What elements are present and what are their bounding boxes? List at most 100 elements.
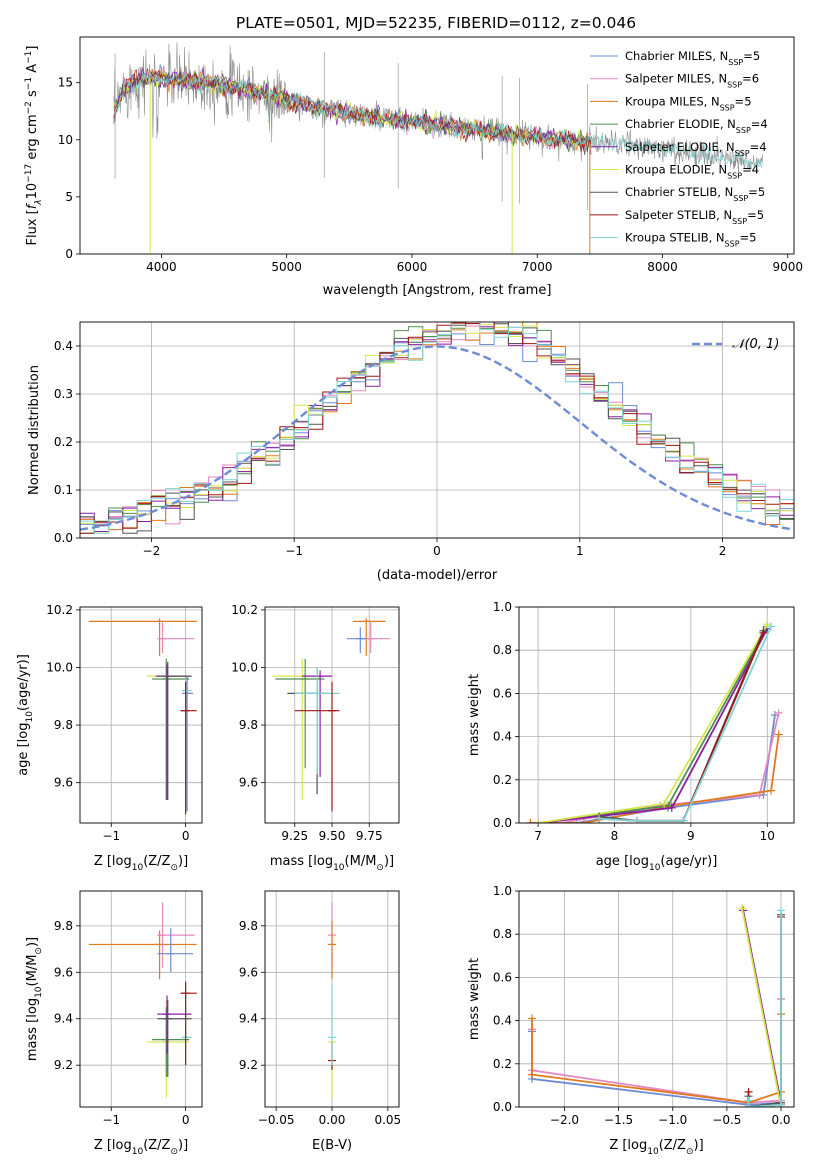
y-tick-label: 0.6 — [493, 686, 512, 700]
legend-nssp-prefix: , N — [720, 117, 736, 131]
residuals-panel: −2 −1 0 1 2 0.0 0.1 0.2 0.3 0.4 𝒩(0, 1) (data-model… — [27, 321, 795, 583]
label-part: )] — [25, 937, 40, 947]
x-tick-label: −1 — [102, 1113, 120, 1127]
legend-nssp-eq: = — [743, 49, 753, 63]
label-part: age [log — [596, 854, 649, 869]
mass-weight-marker — [527, 1070, 536, 1079]
x-tick-label: −2.0 — [550, 1113, 579, 1127]
y-axis-label: mass [log10(M/M⊙)] — [25, 937, 44, 1061]
mass-weight-line — [537, 625, 769, 823]
age-vs-mass-panel: 9.25 9.50 9.75 9.6 9.8 10.0 10.2 mass [log10(M/… — [231, 603, 400, 873]
legend-entry: Kroupa ELODIE, NSSP=4 — [625, 163, 759, 181]
x-tick-label: 0.0 — [771, 1113, 790, 1127]
legend-label: Salpeter STELIB — [625, 208, 716, 222]
axes-frame — [79, 606, 203, 824]
mass-weight-line — [537, 628, 769, 823]
x-tick-label: 9.50 — [319, 829, 346, 843]
y-tick-label: 10.0 — [46, 660, 73, 674]
axes-frame — [79, 36, 795, 255]
label-part: f — [25, 202, 40, 209]
label-part: ⊙ — [170, 863, 178, 873]
y-tick-label: 9.2 — [239, 1058, 258, 1072]
legend-label: Kroupa MILES — [625, 94, 704, 108]
x-axis-label: age [log10(age/yr)] — [596, 854, 718, 873]
x-tick-label: 9.75 — [356, 829, 383, 843]
y-tick-label: 0.8 — [493, 643, 512, 657]
legend-nssp-value: 5 — [749, 231, 756, 245]
x-tick-label: −1 — [285, 544, 303, 558]
x-axis-label: Z [log10(Z/Z⊙)] — [94, 854, 188, 873]
label-part: Flux [ — [25, 209, 40, 245]
legend-nssp-value: 4 — [759, 140, 766, 154]
y-tick-label: 9.8 — [54, 718, 73, 732]
label-part: 10 — [34, 986, 44, 998]
label-part: −1 — [24, 77, 34, 90]
x-tick-label: 9.25 — [281, 829, 308, 843]
y-tick-label: 0.0 — [493, 816, 512, 830]
legend-nssp-prefix: , N — [712, 49, 728, 63]
y-tick-label: 0 — [65, 247, 73, 261]
x-tick-label: 8 — [611, 829, 619, 843]
legend-nssp-sub: SSP — [736, 126, 751, 135]
y-axis-label: age [log10(age/yr)] — [16, 654, 35, 776]
x-tick-label: 0 — [182, 1113, 190, 1127]
x-tick-label: 0 — [433, 544, 441, 558]
legend-nssp-eq: = — [751, 117, 761, 131]
legend-entry: Chabrier STELIB, NSSP=5 — [625, 185, 765, 203]
mass-weight-marker — [579, 819, 588, 823]
x-tick-label: −2 — [143, 544, 161, 558]
legend-entry: Chabrier ELODIE, NSSP=4 — [625, 117, 768, 135]
axes-frame — [518, 890, 795, 1108]
y-tick-label: 9.4 — [239, 1012, 258, 1026]
spectrum-panel: 4000 5000 6000 7000 8000 9000 0 5 10 15 wavelength… — [24, 36, 803, 298]
mass-vs-ebv-panel: −0.05 0.00 0.05 9.2 9.4 9.6 9.8 E(B-V) — [239, 890, 401, 1153]
label-part: −17 — [24, 164, 34, 183]
y-tick-label: 9.8 — [239, 718, 258, 732]
label-part: Z [log — [94, 1138, 132, 1153]
x-tick-label: 0 — [182, 829, 190, 843]
label-part: ⊙ — [34, 947, 44, 955]
legend-nssp-sub: SSP — [728, 58, 743, 67]
x-tick-label: 6000 — [397, 260, 428, 274]
label-part: )] — [694, 1138, 704, 1153]
error-bars — [88, 618, 197, 815]
x-axis-label: Z [log10(Z/Z⊙)] — [609, 1138, 703, 1157]
x-tick-label: −0.05 — [258, 1113, 295, 1127]
legend-nssp-value: 4 — [752, 163, 759, 177]
label-part: )] — [178, 1138, 188, 1153]
model-spectrum — [113, 71, 764, 172]
legend-nssp-sub: SSP — [725, 239, 740, 248]
legend-entry: Kroupa STELIB, NSSP=5 — [625, 231, 757, 249]
legend-nssp-prefix: , N — [719, 140, 735, 154]
legend-nssp-sub: SSP — [733, 194, 748, 203]
x-tick-label: 7000 — [522, 260, 553, 274]
mass-weight-marker — [679, 816, 688, 823]
x-tick-label: 2 — [719, 544, 727, 558]
label-part: 10 — [333, 863, 345, 873]
y-tick-label: 9.6 — [239, 965, 258, 979]
y-tick-label: 0.1 — [54, 483, 73, 497]
model-spectrum — [113, 70, 592, 156]
legend-nssp-value: 5 — [744, 94, 751, 108]
mass-weight-line — [599, 630, 765, 822]
y-tick-label: 0.2 — [493, 773, 512, 787]
label-part: )] — [384, 854, 394, 869]
y-tick-label: 15 — [58, 76, 73, 90]
mass-weight-line — [537, 623, 769, 823]
x-tick-label: 5000 — [271, 260, 302, 274]
legend-label: Chabrier ELODIE — [625, 117, 720, 131]
mass-weight-marker — [738, 904, 747, 913]
label-part: 10 — [132, 863, 144, 873]
legend-nssp-eq: = — [747, 208, 757, 222]
y-axis-label: mass weight — [467, 674, 482, 756]
mass-weight-marker — [667, 803, 676, 812]
error-bars — [88, 902, 197, 1098]
legend-nssp-prefix: , N — [717, 185, 733, 199]
legend-nssp-sub: SSP — [735, 148, 750, 157]
x-axis-label: wavelength [Angstrom, rest frame] — [323, 283, 552, 298]
label-part: −1 — [24, 51, 34, 64]
legend-nssp-prefix: , N — [704, 94, 720, 108]
label-part: λ — [34, 199, 44, 205]
